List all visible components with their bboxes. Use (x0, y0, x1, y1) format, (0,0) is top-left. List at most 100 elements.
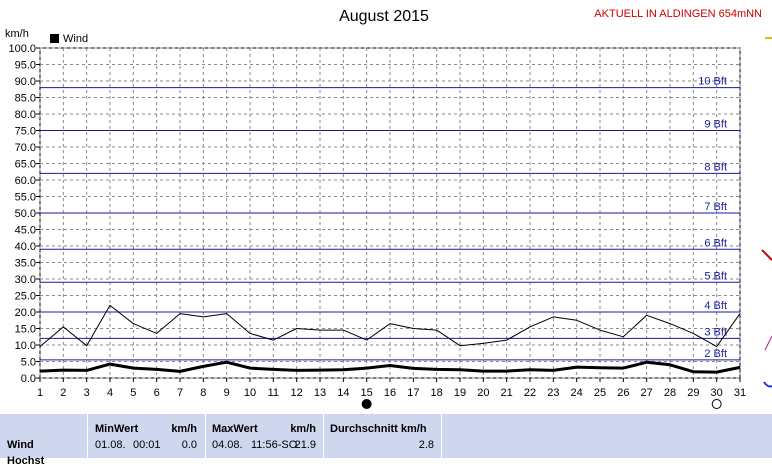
min-value: 0.0 (181, 439, 197, 451)
y-tick-label: 10.0 (15, 340, 36, 352)
y-tick-label: 20.0 (15, 307, 36, 319)
x-tick-label: 17 (407, 387, 419, 399)
x-tick-label: 28 (664, 387, 676, 399)
x-tick-label: 15 (361, 387, 373, 399)
edge-fragment-red (761, 249, 772, 261)
y-tick-label: 55.0 (15, 192, 36, 204)
full-moon-icon (711, 399, 722, 409)
beaufort-label: 5 Bft (704, 270, 727, 282)
stats-row-label: Wind (7, 439, 34, 451)
y-tick-label: 40.0 (15, 241, 36, 253)
moon-phase-markers (361, 399, 722, 409)
x-tick-label: 12 (291, 387, 303, 399)
beaufort-label: 4 Bft (704, 300, 727, 312)
y-tick-label: 5.0 (21, 357, 36, 369)
y-tick-label: 75.0 (15, 126, 36, 138)
y-tick-label: 25.0 (15, 291, 36, 303)
max-unit: km/h (290, 423, 316, 435)
x-tick-label: 14 (337, 387, 349, 399)
legend-swatch-wind (50, 34, 59, 43)
beaufort-label: 3 Bft (704, 326, 727, 338)
edge-fragment-purple (764, 335, 772, 351)
chart-series (39, 304, 741, 374)
x-tick-label: 23 (547, 387, 559, 399)
x-tick-label: 22 (524, 387, 536, 399)
x-tick-label: 20 (477, 387, 489, 399)
x-tick-label: 3 (84, 387, 90, 399)
x-tick-label: 4 (107, 387, 113, 399)
legend-label-wind: Wind (63, 33, 88, 45)
x-tick-label: 8 (200, 387, 206, 399)
y-tick-label: 100.0 (8, 43, 36, 55)
beaufort-label: 9 Bft (704, 119, 727, 131)
beaufort-lines: 2 Bft 3 Bft 4 Bft 5 Bft 6 Bft 7 Bft 8 Bft 9 Bft… (40, 76, 740, 361)
y-tick-label: 0.0 (21, 373, 36, 385)
min-unit: km/h (171, 423, 197, 435)
x-tick-label: 30 (711, 387, 723, 399)
y-tick-label: 80.0 (15, 109, 36, 121)
x-tick-label: 24 (571, 387, 583, 399)
x-tick-label: 16 (384, 387, 396, 399)
x-tick-label: 6 (154, 387, 160, 399)
station-label: AKTUELL IN ALDINGEN 654mNN (594, 8, 762, 20)
wind-gust-line (39, 304, 741, 348)
y-tick-label: 85.0 (15, 93, 36, 105)
wind-average-line (39, 360, 741, 374)
beaufort-label: 10 Bft (698, 76, 727, 88)
avg-header: Durchschnitt km/h (330, 423, 427, 435)
y-tick-label: 30.0 (15, 274, 36, 286)
x-tick-label: 27 (641, 387, 653, 399)
x-tick-label: 21 (501, 387, 513, 399)
x-tick-label: 5 (130, 387, 136, 399)
beaufort-label: 6 Bft (704, 237, 727, 249)
min-header: MinWert (95, 423, 139, 435)
x-tick-label: 11 (268, 387, 279, 399)
edge-fragment-blue (763, 381, 772, 388)
x-tick-label: 7 (177, 387, 183, 399)
y-tick-label: 90.0 (15, 76, 36, 88)
y-tick-label: 95.0 (15, 60, 36, 72)
y-tick-label: 45.0 (15, 225, 36, 237)
y-tick-label: 60.0 (15, 175, 36, 187)
new-moon-icon (361, 399, 372, 409)
x-tick-label: 26 (617, 387, 629, 399)
stats-max-cell: MaxWert km/h 04.08. 11:56-SO 21.9 (206, 414, 324, 458)
x-tick-label: 2 (60, 387, 66, 399)
max-time: 11:56-SO (251, 439, 298, 451)
x-tick-label: 25 (594, 387, 606, 399)
stats-label-cell: Wind Hochst (0, 414, 88, 467)
beaufort-label: 2 Bft (704, 348, 727, 360)
x-tick-label: 1 (37, 387, 43, 399)
wind-chart: 2 Bft 3 Bft 4 Bft 5 Bft 6 Bft 7 Bft 8 Bft 9 Bft… (5, 8, 772, 409)
x-tick-label: 13 (314, 387, 326, 399)
min-date: 01.08. (95, 439, 126, 451)
x-tick-label: 19 (454, 387, 466, 399)
y-tick-label: 70.0 (15, 142, 36, 154)
y-tick-label: 65.0 (15, 159, 36, 171)
stats-row-label-next: Hochst (7, 455, 45, 467)
x-tick-label: 29 (687, 387, 699, 399)
right-edge-fragments (761, 37, 772, 388)
y-tick-label: 50.0 (15, 208, 36, 220)
max-date: 04.08. (212, 439, 243, 451)
x-tick-label: 18 (431, 387, 443, 399)
beaufort-label: 7 Bft (704, 201, 727, 213)
statistics-panel: Wind Hochst MinWert km/h 01.08. 00:01 0.… (0, 414, 772, 467)
chart-title: August 2015 (339, 8, 429, 25)
y-axis-tick-labels: 0.0 5.0 10.0 15.0 20.0 25.0 30.0 35.0 40.0 45.0 50… (8, 43, 40, 385)
y-tick-label: 15.0 (15, 324, 36, 336)
max-value: 21.9 (294, 439, 316, 451)
min-time: 00:01 (133, 439, 161, 451)
beaufort-label: 8 Bft (704, 161, 727, 173)
chart-grid (39, 47, 741, 379)
x-tick-label: 10 (244, 387, 256, 399)
stats-min-cell: MinWert km/h 01.08. 00:01 0.0 (88, 414, 206, 458)
stats-avg-cell: Durchschnitt km/h 2.8 (324, 414, 442, 458)
y-axis-unit-label: km/h (5, 28, 29, 40)
x-axis-tick-labels: 1 2 3 4 5 6 7 8 9 10 11 12 13 14 15 16 17 18 19 20 21 22 23 24 2… (37, 378, 746, 399)
max-header: MaxWert (212, 423, 258, 435)
x-tick-label: 9 (224, 387, 230, 399)
avg-value: 2.8 (418, 439, 434, 451)
x-tick-label: 31 (734, 387, 746, 399)
y-tick-label: 35.0 (15, 258, 36, 270)
